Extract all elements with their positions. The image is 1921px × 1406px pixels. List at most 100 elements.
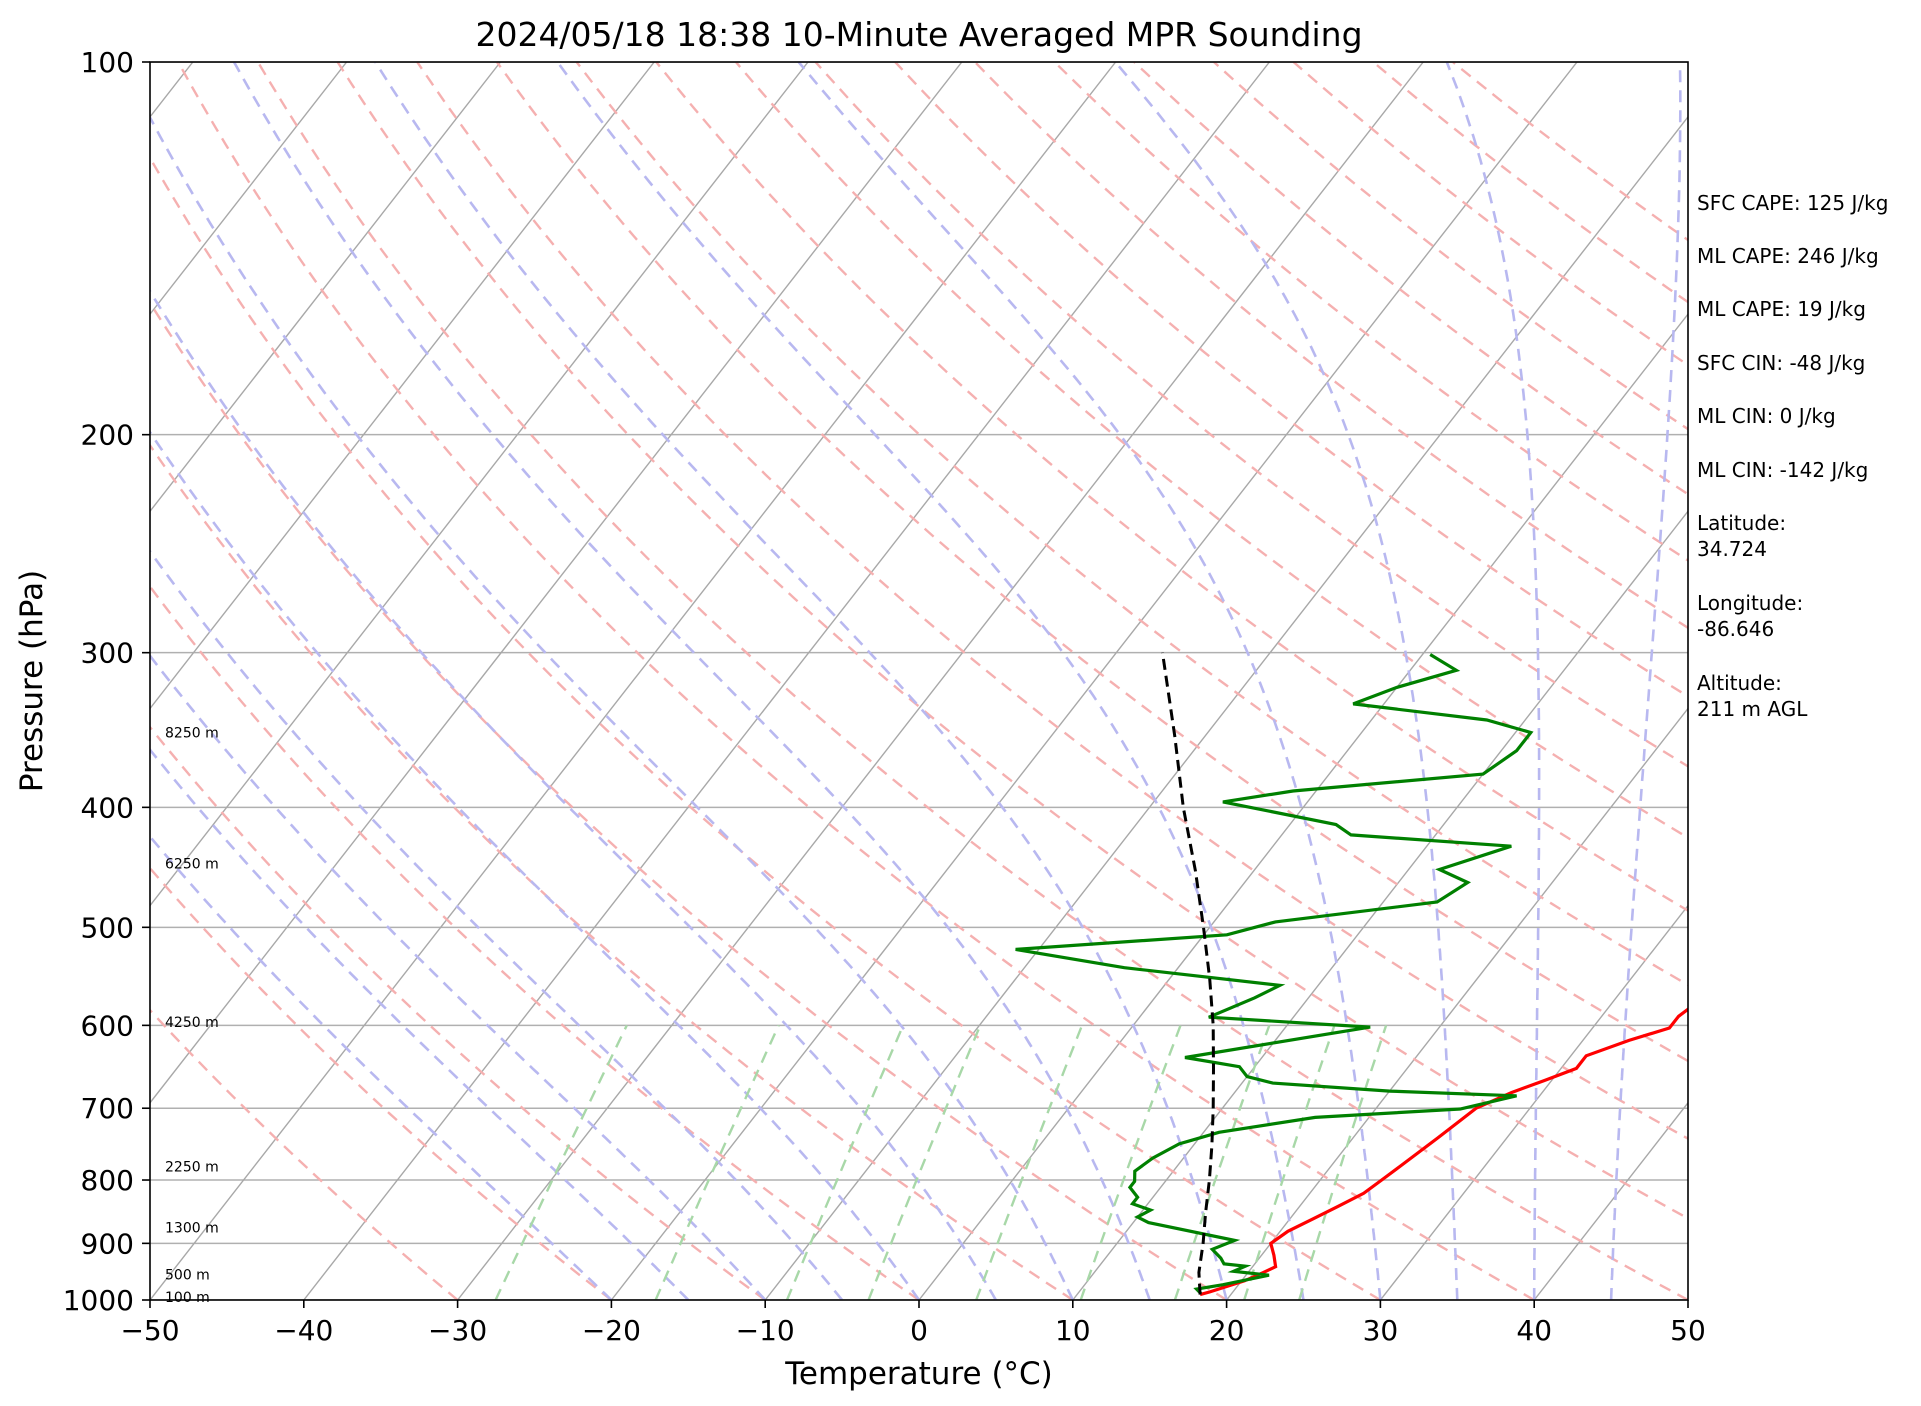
y-tick-label: 700 [81, 1092, 134, 1125]
altitude-value: 211 m AGL [1697, 697, 1808, 721]
moist-adiabat [150, 653, 767, 1300]
temperature-profile [1199, 1007, 1688, 1297]
dry-adiabat [974, 62, 1688, 630]
dry-adiabat [150, 443, 1074, 1300]
isotherm-line [764, 115, 1688, 1300]
dry-adiabat [336, 62, 1688, 1220]
y-tick-label: 100 [81, 46, 134, 79]
moist-adiabat [150, 288, 998, 1300]
longitude-value: -86.646 [1697, 617, 1774, 641]
height-label: 4250 m [165, 1015, 219, 1031]
dry-adiabat [734, 62, 1688, 840]
x-tick-label: −50 [120, 1314, 179, 1347]
moist-adiabat [150, 747, 690, 1300]
x-tick-label: 0 [910, 1314, 928, 1347]
mixing-ratio-line [1173, 1024, 1271, 1300]
x-axis: −50 −40 −30 −20 −10 0 10 20 30 40 50 [120, 1300, 1706, 1347]
moist-adiabat [1114, 62, 1459, 1300]
y-tick-label: 800 [81, 1164, 134, 1197]
isotherm-line [150, 62, 963, 1104]
dry-adiabat [416, 62, 1688, 1141]
dry-adiabat [150, 725, 766, 1300]
mixing-ratio-line [975, 1024, 1084, 1300]
x-tick-label: −20 [582, 1314, 641, 1347]
sounding-profiles [1015, 652, 1688, 1297]
dewpoint-profile [1015, 653, 1534, 1295]
moist-adiabat [150, 429, 921, 1300]
dry-adiabat [150, 300, 1228, 1300]
isotherm-line [1379, 904, 1688, 1300]
x-tick-label: −30 [428, 1314, 487, 1347]
sfc-cin-text: SFC CIN: -48 J/kg [1697, 351, 1865, 375]
isotherm-grid [150, 62, 1688, 1300]
moist-adiabat [150, 114, 1074, 1300]
parcel-profile [1161, 652, 1216, 1295]
moist-adiabat [232, 62, 1151, 1300]
altitude-label: Altitude: [1697, 671, 1782, 695]
isotherm-line [150, 62, 501, 513]
isotherm-line [150, 62, 655, 710]
longitude-label: Longitude: [1697, 591, 1803, 615]
dry-adiabat [1133, 62, 1688, 496]
x-tick-label: 20 [1209, 1314, 1245, 1347]
y-tick-label: 500 [81, 911, 134, 944]
dry-adiabat [256, 62, 1688, 1300]
moist-adiabat [374, 62, 1228, 1300]
latitude-value: 34.724 [1697, 537, 1767, 561]
chart-title: 2024/05/18 18:38 10-Minute Averaged MPR … [475, 15, 1362, 54]
dry-adiabat [1213, 62, 1688, 431]
y-axis: 100 200 300 400 500 600 700 800 900 1000 [63, 46, 150, 1317]
ml-cin-text: ML CIN: 0 J/kg [1697, 404, 1836, 428]
x-axis-label: Temperature (°C) [784, 1356, 1053, 1392]
mixing-ratio-line [867, 1024, 982, 1300]
height-labels: 8250 m 6250 m 4250 m 2250 m 1300 m 500 m 100 m [165, 725, 219, 1305]
moist-adiabat [1445, 62, 1541, 1300]
mixing-ratio-line [785, 1024, 905, 1300]
latitude-label: Latitude: [1697, 511, 1786, 535]
mixing-ratio-lines [494, 1024, 1388, 1300]
dry-adiabat [150, 155, 1382, 1300]
plot-area [150, 62, 1688, 1300]
x-tick-label: 40 [1516, 1314, 1552, 1347]
moist-adiabat [150, 549, 844, 1300]
mixing-ratio-line [1243, 1025, 1336, 1300]
sounding-info-panel: SFC CAPE: 125 J/kg ML CAPE: 246 J/kg ML … [1697, 191, 1888, 721]
height-label: 2250 m [165, 1159, 219, 1175]
mixing-ratio-line [1079, 1024, 1182, 1300]
moist-adiabats [150, 62, 1682, 1300]
dry-adiabat [814, 62, 1688, 768]
height-label: 500 m [165, 1268, 210, 1284]
isobar-grid [150, 62, 1688, 1300]
dry-adiabat [655, 62, 1688, 913]
height-label: 6250 m [165, 856, 219, 872]
y-tick-label: 900 [81, 1227, 134, 1260]
x-tick-label: −40 [274, 1314, 333, 1347]
x-tick-label: 10 [1055, 1314, 1091, 1347]
ml-cape-2-text: ML CAPE: 19 J/kg [1697, 297, 1866, 321]
dry-adiabat [894, 62, 1688, 698]
isotherm-line [150, 62, 348, 316]
x-tick-label: −10 [736, 1314, 795, 1347]
dry-adiabat [575, 62, 1688, 987]
x-tick-label: 30 [1363, 1314, 1399, 1347]
ml-cape-text: ML CAPE: 246 J/kg [1697, 244, 1879, 268]
y-tick-label: 600 [81, 1009, 134, 1042]
isotherm-line [457, 62, 1424, 1300]
moist-adiabat [797, 62, 1382, 1300]
isotherm-line [610, 62, 1578, 1300]
isotherm-line [150, 62, 1117, 1300]
dry-adiabat [177, 62, 1535, 1300]
isotherm-line [1226, 707, 1688, 1300]
mixing-ratio-line [494, 1024, 628, 1300]
ml-cin-2-text: ML CIN: -142 J/kg [1697, 458, 1868, 482]
mixing-ratio-line [1298, 1025, 1388, 1300]
dry-adiabat [150, 584, 920, 1300]
moist-adiabat [1609, 62, 1682, 1300]
y-tick-label: 400 [81, 791, 134, 824]
dry-adiabat [150, 1008, 459, 1300]
isotherm-line [303, 62, 1270, 1300]
height-label: 1300 m [165, 1221, 219, 1237]
dry-adiabat [495, 62, 1688, 1063]
sfc-cape-text: SFC CAPE: 125 J/kg [1697, 191, 1888, 215]
